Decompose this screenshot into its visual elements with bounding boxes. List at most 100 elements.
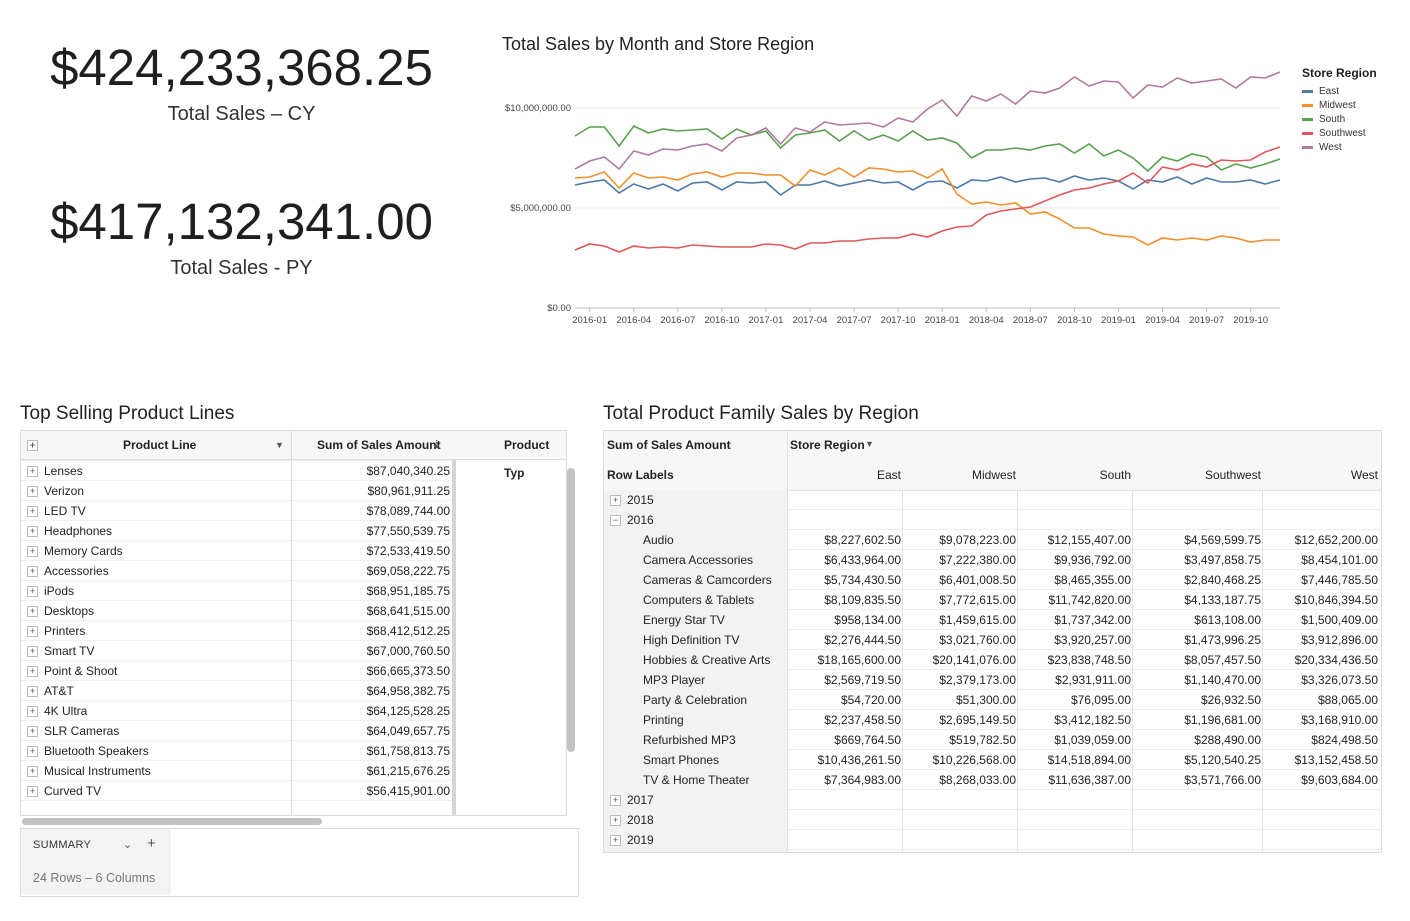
table-row[interactable]: + Lenses $87,040,340.25 xyxy=(21,461,456,481)
row-divider xyxy=(21,560,456,561)
table-row[interactable]: + SLR Cameras $64,049,657.75 xyxy=(21,721,456,741)
table-row[interactable]: + Musical Instruments $61,215,676.25 xyxy=(21,761,456,781)
table-row[interactable]: + Smart TV $67,000,760.50 xyxy=(21,641,456,661)
pivot-row[interactable]: Camera Accessories $6,433,964.00 $7,222,38… xyxy=(604,550,1381,570)
legend-item-east[interactable]: East xyxy=(1302,84,1377,98)
expand-year-icon[interactable]: + xyxy=(610,835,621,846)
legend-item-midwest[interactable]: Midwest xyxy=(1302,98,1377,112)
expand-row-icon[interactable]: + xyxy=(27,666,38,677)
dropdown-caret-icon[interactable]: ▼ xyxy=(275,440,284,450)
x-tick-label: 2019-01 xyxy=(1101,315,1136,326)
table-row[interactable]: + AT&T $64,958,382.75 xyxy=(21,681,456,701)
year-row[interactable]: +2019 xyxy=(604,830,1381,850)
table-row[interactable]: + Memory Cards $72,533,419.50 xyxy=(21,541,456,561)
expand-row-icon[interactable]: + xyxy=(27,686,38,697)
pivot-value-cell: $4,569,599.75 xyxy=(1184,533,1261,547)
region-header-midwest[interactable]: Midwest xyxy=(971,468,1016,482)
column-field-label[interactable]: Store Region xyxy=(790,438,865,452)
legend-item-south[interactable]: South xyxy=(1302,112,1377,126)
expand-row-icon[interactable]: + xyxy=(27,566,38,577)
expand-year-icon[interactable]: + xyxy=(610,495,621,506)
expand-row-icon[interactable]: + xyxy=(27,466,38,477)
pivot-value-cell: $4,133,187.75 xyxy=(1184,593,1261,607)
expand-year-icon[interactable]: + xyxy=(610,795,621,806)
row-label-column xyxy=(604,490,787,852)
row-divider xyxy=(787,529,1381,530)
pivot-value-cell: $3,571,766.00 xyxy=(1184,773,1261,787)
horizontal-scrollbar[interactable] xyxy=(22,818,322,825)
expand-row-icon[interactable]: + xyxy=(27,526,38,537)
product-line-cell: iPods xyxy=(44,584,75,598)
pivot-row[interactable]: Audio $8,227,602.50 $9,078,223.00 $12,155,4… xyxy=(604,530,1381,550)
region-header-east[interactable]: East xyxy=(876,468,901,482)
year-row[interactable]: +2017 xyxy=(604,790,1381,810)
pivot-row[interactable]: Cameras & Camcorders $5,734,430.50 $6,401,… xyxy=(604,570,1381,590)
pivot-row[interactable]: Party & Celebration $54,720.00 $51,300.00 $… xyxy=(604,690,1381,710)
table-row[interactable]: + Point & Shoot $66,665,373.50 xyxy=(21,661,456,681)
header-sum-sales[interactable]: Sum of Sales Amount xyxy=(317,438,441,452)
expand-year-icon[interactable]: + xyxy=(610,815,621,826)
expand-row-icon[interactable]: + xyxy=(27,586,38,597)
expand-row-icon[interactable]: + xyxy=(27,726,38,737)
pivot-row[interactable]: Energy Star TV $958,134.00 $1,459,615.00 $1… xyxy=(604,610,1381,630)
pivot-value-cell: $3,920,257.00 xyxy=(1054,633,1131,647)
pivot-row[interactable]: High Definition TV $2,276,444.50 $3,021,76… xyxy=(604,630,1381,650)
region-header-southwest[interactable]: Southwest xyxy=(1204,468,1261,482)
table-row[interactable]: + Bluetooth Speakers $61,758,813.75 xyxy=(21,741,456,761)
table-row[interactable]: + Headphones $77,550,539.75 xyxy=(21,521,456,541)
expand-row-icon[interactable]: + xyxy=(27,786,38,797)
expand-row-icon[interactable]: + xyxy=(27,746,38,757)
pivot-row[interactable]: Hobbies & Creative Arts $18,165,600.00 $20… xyxy=(604,650,1381,670)
x-tick-label: 2017-04 xyxy=(793,315,828,326)
pivot-value-cell: $12,652,200.00 xyxy=(1294,533,1378,547)
pivot-value-cell: $6,401,008.50 xyxy=(939,573,1016,587)
region-header-west[interactable]: West xyxy=(1350,468,1378,482)
table-row[interactable]: + Printers $68,412,512.25 xyxy=(21,621,456,641)
header-product-line[interactable]: Product Line xyxy=(123,438,197,452)
header-product-type[interactable]: Product Typ xyxy=(504,438,550,480)
row-divider xyxy=(21,800,456,801)
table-row[interactable]: + LED TV $78,089,744.00 xyxy=(21,501,456,521)
year-row[interactable]: +2015 xyxy=(604,490,1381,510)
chevron-down-icon[interactable]: ⌄ xyxy=(123,839,133,851)
collapse-year-icon[interactable]: − xyxy=(610,515,621,526)
pivot-row[interactable]: Refurbished MP3 $669,764.50 $519,782.50 $1,… xyxy=(604,730,1381,750)
expand-row-icon[interactable]: + xyxy=(27,626,38,637)
add-summary-icon[interactable]: + xyxy=(147,835,156,852)
row-divider xyxy=(21,720,456,721)
pivot-row[interactable]: MP3 Player $2,569,719.50 $2,379,173.00 $2,9… xyxy=(604,670,1381,690)
expand-all-icon[interactable]: + xyxy=(27,440,38,451)
region-header-south[interactable]: South xyxy=(1099,468,1131,482)
year-row[interactable]: −2016 xyxy=(604,510,1381,530)
expand-row-icon[interactable]: + xyxy=(27,766,38,777)
table-row[interactable]: + iPods $68,951,185.75 xyxy=(21,581,456,601)
x-tick-label: 2018-10 xyxy=(1057,315,1092,326)
pivot-row[interactable]: TV & Home Theater $7,364,983.00 $8,268,033… xyxy=(604,770,1381,790)
table-row[interactable]: + Desktops $68,641,515.00 xyxy=(21,601,456,621)
vertical-scrollbar[interactable] xyxy=(567,468,575,752)
expand-row-icon[interactable]: + xyxy=(27,606,38,617)
expand-row-icon[interactable]: + xyxy=(27,486,38,497)
pivot-row[interactable]: Smart Phones $10,436,261.50 $10,226,568.00… xyxy=(604,750,1381,770)
filter-caret-icon[interactable]: ▼ xyxy=(865,439,874,449)
product-line-cell: Headphones xyxy=(44,524,113,538)
summary-tab[interactable]: SUMMARY ⌄ + 24 Rows – 6 Columns xyxy=(21,829,171,895)
sales-amount-cell: $56,415,901.00 xyxy=(366,784,450,798)
table-row[interactable]: +4K Ultra $64,125,528.25 xyxy=(21,701,456,721)
expand-row-icon[interactable]: + xyxy=(27,546,38,557)
pivot-value-cell: $1,473,996.25 xyxy=(1184,633,1261,647)
legend-item-west[interactable]: West xyxy=(1302,140,1377,154)
year-row[interactable]: +2018 xyxy=(604,810,1381,830)
expand-row-icon[interactable]: + xyxy=(27,506,38,517)
expand-row-icon[interactable]: + xyxy=(27,646,38,657)
table-row[interactable]: + Curved TV $56,415,901.00 xyxy=(21,781,456,801)
pivot-value-cell: $3,168,910.00 xyxy=(1301,713,1378,727)
expand-row-icon[interactable]: + xyxy=(27,706,38,717)
table-row[interactable]: + Verizon $80,961,911.25 xyxy=(21,481,456,501)
pivot-row[interactable]: Computers & Tablets $8,109,835.50 $7,772,6… xyxy=(604,590,1381,610)
row-divider xyxy=(21,640,456,641)
sort-desc-icon[interactable]: ⇣ xyxy=(432,439,442,451)
table-row[interactable]: + Accessories $69,058,222.75 xyxy=(21,561,456,581)
pivot-row[interactable]: Printing $2,237,458.50 $2,695,149.50 $3,412… xyxy=(604,710,1381,730)
legend-item-southwest[interactable]: Southwest xyxy=(1302,126,1377,140)
